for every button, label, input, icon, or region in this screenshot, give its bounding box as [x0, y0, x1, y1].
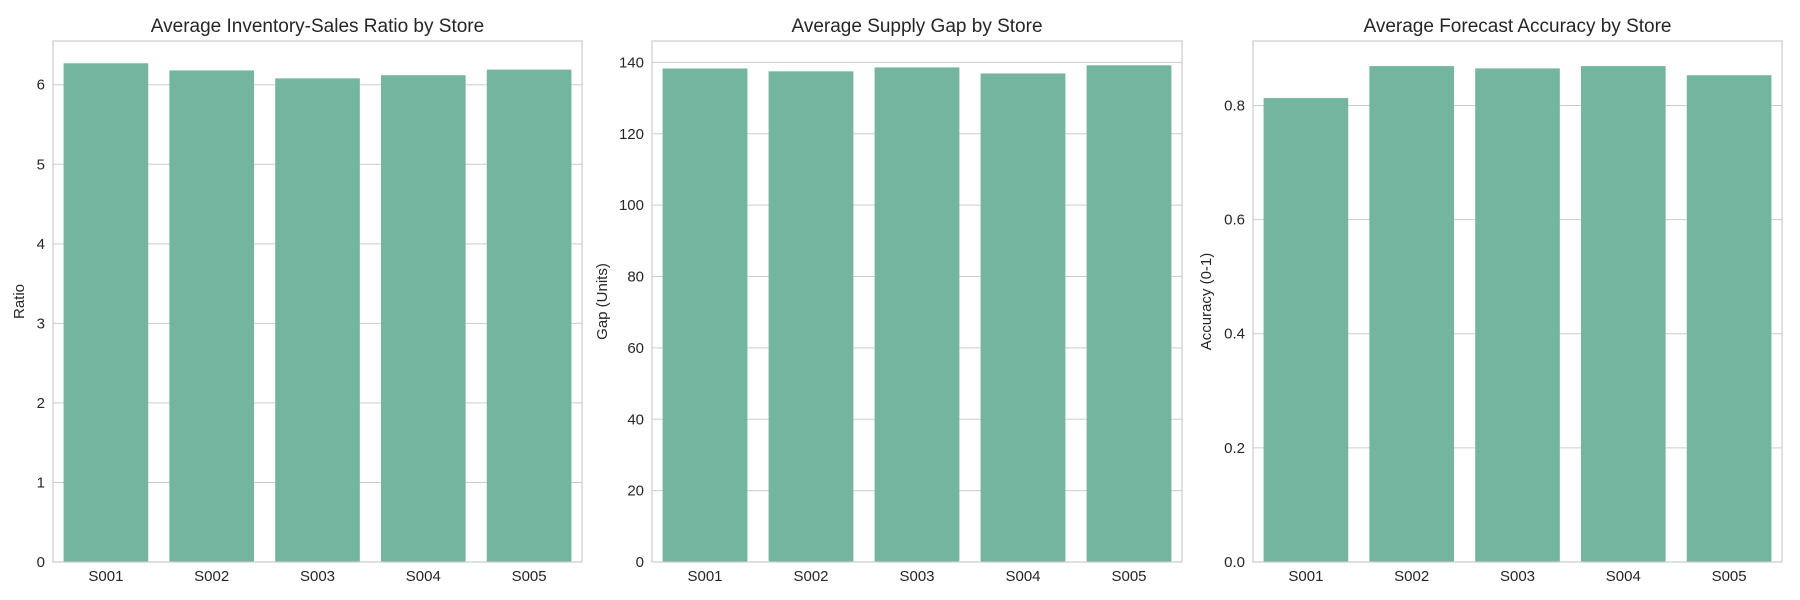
inventory-sales-ratio-chart: Average Inventory-Sales Ratio by Store R… — [11, 16, 583, 585]
bar-s003 — [275, 78, 360, 562]
bar-s002 — [169, 70, 255, 562]
plot-frame — [52, 40, 583, 563]
bar-s003 — [1475, 68, 1560, 562]
bar-s001 — [1263, 98, 1349, 562]
bar-s005 — [486, 69, 572, 562]
x-tick-label: S002 — [1394, 568, 1429, 585]
bars — [63, 63, 572, 562]
y-ticks: 0 20 40 60 80 100 120 140 — [619, 54, 644, 571]
plot-frame — [651, 40, 1183, 563]
y-tick-label: 0.4 — [1224, 326, 1245, 343]
x-tick-label: S001 — [88, 568, 123, 585]
chart-title: Average Inventory-Sales Ratio by Store — [151, 16, 484, 37]
y-tick-label: 80 — [627, 269, 644, 286]
bar-s005 — [1086, 65, 1172, 563]
y-axis-label: Gap (Units) — [594, 263, 611, 340]
bars — [1263, 66, 1772, 563]
y-ticks: 0 1 2 3 4 5 6 — [37, 77, 45, 571]
y-tick-label: 3 — [37, 315, 45, 332]
x-tick-label: S001 — [1288, 568, 1323, 585]
bar-s004 — [380, 75, 466, 562]
chart-title: Average Supply Gap by Store — [791, 16, 1042, 37]
y-ticks: 0.0 0.2 0.4 0.6 0.8 — [1224, 97, 1245, 571]
x-tick-label: S002 — [793, 568, 828, 585]
x-tick-label: S005 — [1111, 568, 1146, 585]
y-tick-label: 5 — [37, 156, 45, 173]
y-tick-label: 0 — [636, 554, 644, 571]
y-tick-label: 2 — [37, 395, 45, 412]
forecast-accuracy-chart: Average Forecast Accuracy by Store Accur… — [1198, 16, 1783, 585]
y-tick-label: 40 — [627, 411, 644, 428]
x-tick-label: S004 — [1606, 568, 1641, 585]
y-tick-label: 1 — [37, 474, 45, 491]
y-tick-label: 0.2 — [1224, 440, 1245, 457]
y-tick-label: 20 — [627, 483, 644, 500]
plot-frame — [1252, 40, 1783, 563]
x-ticks: S001 S002 S003 S004 S005 — [687, 568, 1146, 585]
x-tick-label: S003 — [300, 568, 335, 585]
x-tick-label: S003 — [1500, 568, 1535, 585]
bar-s004 — [1580, 66, 1666, 563]
y-tick-label: 120 — [619, 126, 644, 143]
y-tick-label: 6 — [37, 77, 45, 94]
x-tick-label: S001 — [687, 568, 722, 585]
y-tick-label: 60 — [627, 340, 644, 357]
y-tick-label: 140 — [619, 54, 644, 71]
y-tick-label: 4 — [37, 236, 45, 253]
x-tick-label: S002 — [194, 568, 229, 585]
x-tick-label: S005 — [1712, 568, 1747, 585]
y-tick-label: 0.8 — [1224, 97, 1245, 114]
y-axis-label: Ratio — [11, 284, 28, 319]
bars — [662, 65, 1172, 563]
bar-s003 — [874, 67, 960, 562]
y-tick-label: 0.0 — [1224, 554, 1245, 571]
x-ticks: S001 S002 S003 S004 S005 — [1288, 568, 1746, 585]
bar-s005 — [1686, 75, 1772, 562]
y-axis-label: Accuracy (0-1) — [1198, 253, 1215, 351]
x-tick-label: S005 — [512, 568, 547, 585]
chart-title: Average Forecast Accuracy by Store — [1363, 16, 1671, 37]
y-tick-label: 100 — [619, 197, 644, 214]
y-tick-label: 0.6 — [1224, 212, 1245, 229]
bar-s004 — [980, 73, 1066, 562]
x-tick-label: S004 — [1005, 568, 1040, 585]
bar-s002 — [768, 71, 854, 563]
y-tick-label: 0 — [37, 554, 45, 571]
x-tick-label: S003 — [899, 568, 934, 585]
supply-gap-chart: Average Supply Gap by Store Gap (Units) … — [594, 16, 1183, 585]
bar-s001 — [662, 68, 748, 563]
x-tick-label: S004 — [406, 568, 441, 585]
bar-s001 — [63, 63, 149, 562]
x-ticks: S001 S002 S003 S004 S005 — [88, 568, 546, 585]
bar-s002 — [1369, 66, 1455, 563]
